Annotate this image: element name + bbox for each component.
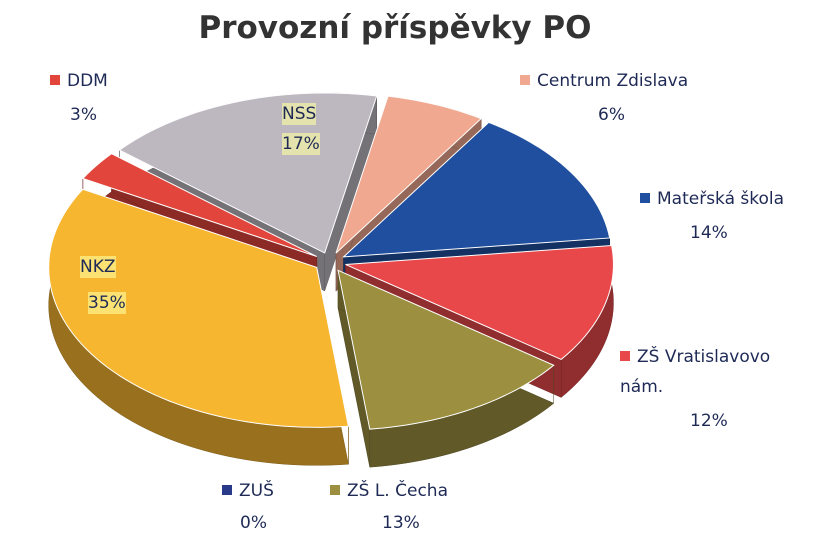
slice-tops [48,92,614,430]
legend-swatch [50,75,60,85]
legend-label: ZŠ Vratislavovo nám. [620,342,800,402]
slice [342,121,611,258]
category-label: DDM [67,71,108,91]
category-label: NSS [282,104,317,124]
category-label: ZŠ Vratislavovo nám. [620,347,771,397]
legend-label: Mateřská škola [640,184,784,214]
legend-label: DDM [50,66,108,96]
category-label: Mateřská škola [657,189,785,209]
value-label: 35% [88,292,126,314]
chart-title: Provozní příspěvky PO [198,10,592,46]
slice [337,269,555,430]
category-label: NKZ [80,257,116,277]
legend-swatch [620,351,630,361]
value-label: 14% [690,223,728,243]
slice [335,95,483,254]
value-label: 3% [70,105,97,125]
value-label: 13% [382,513,420,533]
slice [48,188,350,428]
value-label: 12% [690,411,728,431]
category-label: ZUŠ [239,481,274,501]
category-label: Centrum Zdislava [537,71,689,91]
slice [345,244,614,360]
legend-swatch [640,193,650,203]
legend-label: NSS [282,103,317,125]
slice [118,92,378,254]
slice [81,153,318,258]
legend-label: ZUŠ [222,476,274,506]
value-label: 6% [598,105,625,125]
value-label: 17% [282,133,320,155]
legend-swatch [520,75,530,85]
legend-label: Centrum Zdislava [520,66,688,96]
legend-label: ZŠ L. Čecha [330,476,448,506]
legend-swatch [330,485,340,495]
legend-label: NKZ [80,256,116,278]
legend-swatch [222,485,232,495]
category-label: ZŠ L. Čecha [347,481,448,501]
value-label: 0% [240,513,267,533]
